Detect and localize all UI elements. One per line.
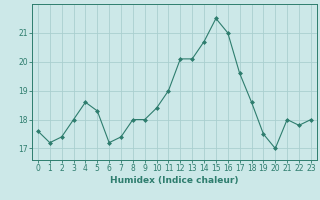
X-axis label: Humidex (Indice chaleur): Humidex (Indice chaleur) [110, 176, 239, 185]
